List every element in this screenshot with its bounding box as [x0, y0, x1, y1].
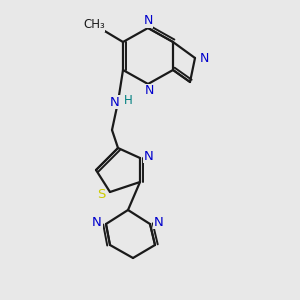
Text: N: N: [144, 149, 154, 163]
Text: S: S: [97, 188, 105, 202]
Text: N: N: [199, 52, 209, 64]
Text: N: N: [92, 215, 102, 229]
Text: CH₃: CH₃: [83, 19, 105, 32]
Text: N: N: [154, 215, 164, 229]
Text: N: N: [110, 95, 120, 109]
Text: H: H: [124, 94, 132, 106]
Text: N: N: [144, 85, 154, 98]
Text: N: N: [143, 14, 153, 28]
